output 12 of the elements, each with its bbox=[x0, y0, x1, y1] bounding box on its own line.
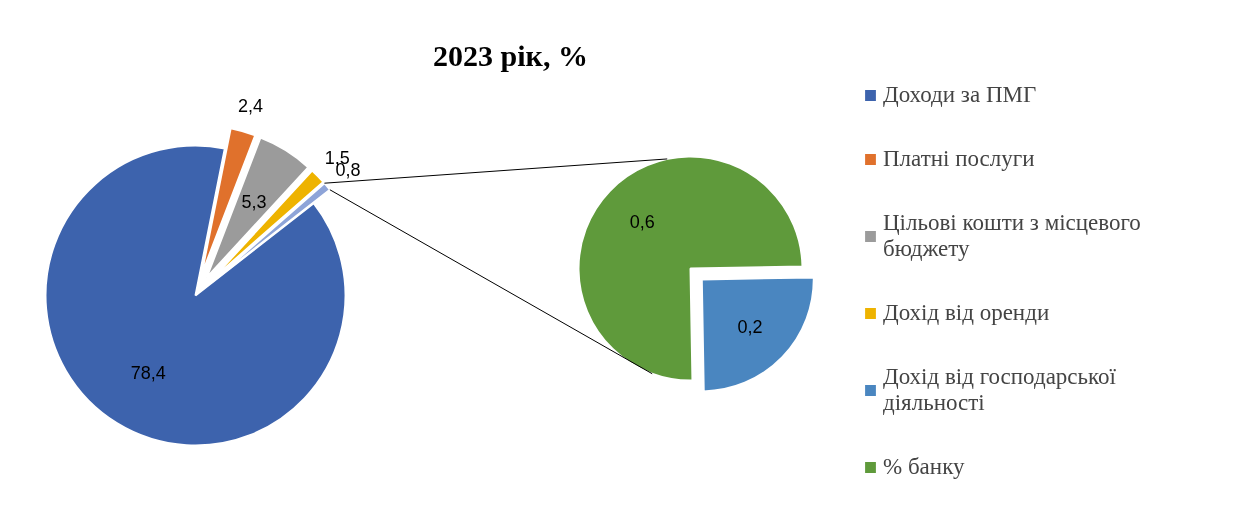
data-label: 78,4 bbox=[130, 362, 166, 383]
data-label: 5,3 bbox=[241, 191, 267, 212]
legend-label: Цільові кошти з місцевого бюджету bbox=[883, 210, 1141, 262]
legend-label: Дохід від оренди bbox=[883, 300, 1050, 326]
chart-title: 2023 рік, % bbox=[433, 39, 588, 72]
legend-label: % банку bbox=[883, 454, 965, 480]
data-label: 0,6 bbox=[629, 212, 655, 233]
data-label: 0,2 bbox=[737, 316, 763, 337]
legend-label: Платні послуги bbox=[883, 146, 1035, 172]
legend-label: Дохід від господарської діяльності bbox=[883, 364, 1116, 416]
data-label: 2,4 bbox=[238, 95, 264, 116]
legend-label: Доходи за ПМГ bbox=[883, 82, 1037, 108]
